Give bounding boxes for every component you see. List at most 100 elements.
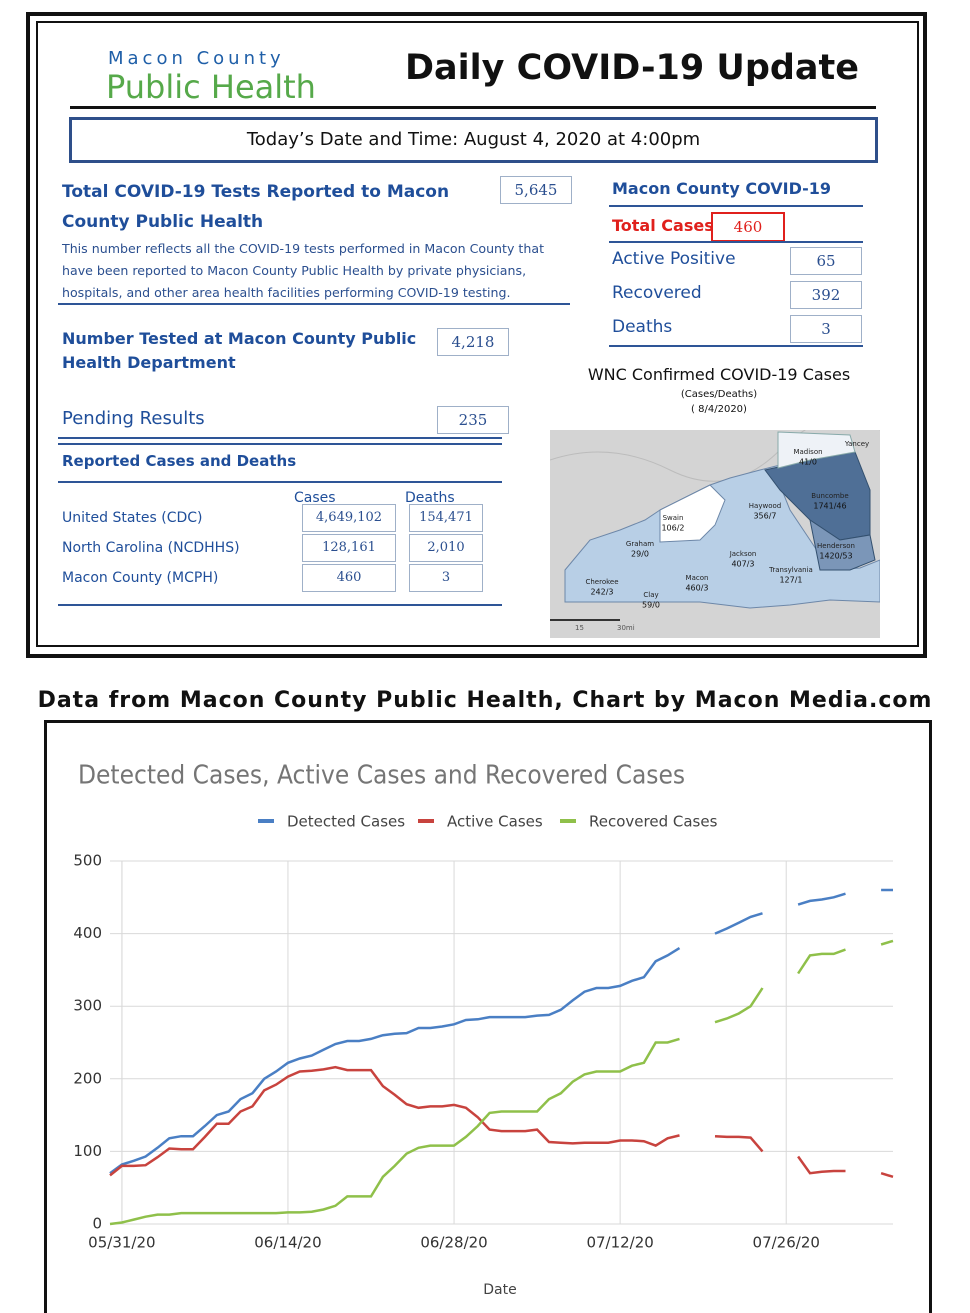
org-top: Macon County [108,48,285,69]
county-value: 1420/53 [819,552,852,561]
x-tick-label: 06/28/20 [420,1234,487,1252]
legend-swatch [418,819,434,823]
legend-swatch [560,819,576,823]
summary-value: 3 [790,315,862,343]
county-name: Graham [626,540,654,548]
legend-label: Recovered Cases [589,813,718,831]
cases-value: 460 [302,564,396,592]
row-label: North Carolina (NCDHHS) [62,540,240,556]
chart-frame [44,720,932,1313]
total-cases-label: Total Cases [612,216,714,235]
deaths-value: 2,010 [409,534,483,562]
map-date: ( 8/4/2020) [691,404,747,415]
card-inner-border [36,21,919,647]
map: Madison 41/0 Yancey Buncombe 1741/46 Haywood 3… [550,430,880,638]
date-line: Today’s Date and Time: August 4, 2020 at… [69,117,878,163]
rule [58,303,570,305]
map-county [659,484,726,543]
county-name: Jackson [729,550,757,558]
row-label: Macon County (MCPH) [62,570,219,586]
credit: Data from Macon County Public Health, Ch… [37,688,933,713]
county-value: 1741/46 [813,502,846,511]
chart-title: Detected Cases, Active Cases and Recover… [78,761,685,791]
summary-value: 65 [790,247,862,275]
legend-swatch [258,819,274,823]
deaths-value: 3 [409,564,483,592]
summary-label: Recovered [612,283,702,303]
rule [609,205,863,207]
county-name: Swain [663,514,684,522]
county-name: Macon [686,574,709,582]
county-name: Madison [793,448,822,456]
map-region [564,464,880,609]
series-line [109,939,894,1226]
county-value: 127/1 [779,576,802,585]
series-line [109,888,893,1175]
summary-title: Macon County COVID-19 [612,179,832,198]
county-name: Yancey [844,440,869,448]
total-tests-note: This number reflects all the COVID-19 te… [62,241,545,300]
number-tested-value: 4,218 [437,328,509,356]
county-name: Henderson [817,542,855,550]
y-tick-label: 200 [73,1069,102,1087]
org-bottom: Public Health [106,68,316,106]
column-header: Cases [294,490,336,506]
x-tick-label: 06/14/20 [254,1234,321,1252]
county-value: 356/7 [753,512,776,521]
map-county [809,518,876,571]
deaths-value: 154,471 [409,504,483,532]
number-tested-label: Number Tested at Macon County Public Hea… [62,329,417,372]
rule [58,437,502,439]
summary-label: Deaths [612,317,673,337]
rule [58,481,502,483]
county-value: 407/3 [731,560,754,569]
series-line [109,1065,894,1178]
map-county [777,431,856,469]
total-tests-value: 5,645 [500,176,572,204]
y-tick-label: 500 [73,852,102,870]
county-value: 59/0 [642,601,660,610]
county-value: 460/3 [685,584,708,593]
column-header: Deaths [405,490,455,506]
x-tick-label: 07/26/20 [753,1234,820,1252]
y-tick-label: 0 [92,1215,102,1233]
pending-label: Pending Results [62,408,205,429]
county-value: 29/0 [631,550,649,559]
y-tick-label: 100 [73,1142,102,1160]
reported-title: Reported Cases and Deaths [62,452,297,470]
scale-label: 30mi [617,624,635,632]
header-rule [70,106,876,109]
summary-label: Active Positive [612,249,736,269]
x-tick-label: 05/31/20 [88,1234,155,1252]
map-subtitle: (Cases/Deaths) [680,389,758,400]
county-name: Cherokee [585,578,618,586]
card-title: Daily COVID-19 Update [405,48,860,88]
y-tick-label: 300 [73,997,102,1015]
y-tick-label: 400 [73,924,102,942]
county-name: Buncombe [811,492,848,500]
scale-label: 15 [575,624,584,632]
cases-value: 4,649,102 [302,504,396,532]
rule [58,604,502,606]
legend-label: Active Cases [447,813,543,831]
pending-value: 235 [437,406,509,434]
total-tests-label: Total COVID-19 Tests Reported to Macon C… [62,182,450,232]
county-value: 41/0 [799,458,817,467]
county-value: 106/2 [661,524,684,533]
x-axis-label: Date [483,1282,516,1296]
rule [58,443,502,445]
update-card [26,12,927,658]
county-name: Clay [643,591,658,599]
rule [609,345,863,347]
row-label: United States (CDC) [62,510,203,526]
summary-value: 392 [790,281,862,309]
county-value: 242/3 [590,588,613,597]
county-name: Transylvania [768,566,813,574]
county-name: Haywood [749,502,781,510]
cases-value: 128,161 [302,534,396,562]
legend-label: Detected Cases [287,813,405,831]
x-tick-label: 07/12/20 [586,1234,653,1252]
map-title: WNC Confirmed COVID-19 Cases [587,365,851,384]
